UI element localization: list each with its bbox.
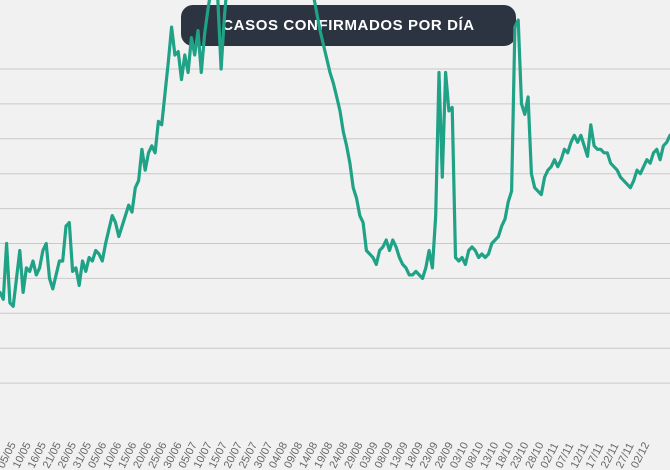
gridlines xyxy=(0,68,670,384)
chart-title-pill: CASOS CONFIRMADOS POR DÍA xyxy=(181,5,516,46)
series-line xyxy=(0,0,670,308)
chart-title: CASOS CONFIRMADOS POR DÍA xyxy=(222,17,475,34)
x-axis-ticks: 05/0510/0516/0521/0526/0531/0505/0610/06… xyxy=(0,440,652,470)
series-layer xyxy=(0,0,670,308)
